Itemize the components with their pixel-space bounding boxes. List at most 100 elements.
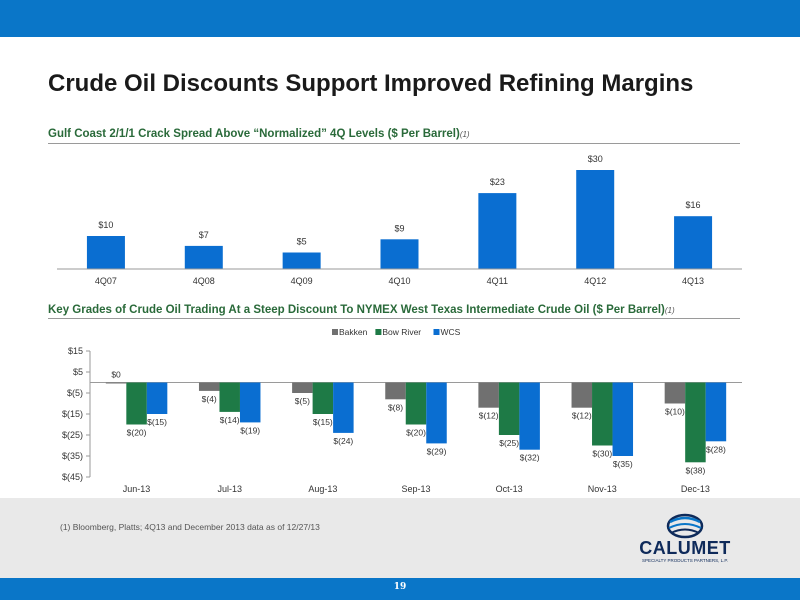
- logo-tagline: SPECIALTY PRODUCTS PARTNERS, L.P.: [641, 558, 729, 563]
- x-tick-Sep-13: Sep-13: [401, 484, 430, 494]
- x-tick-4Q09: 4Q09: [291, 276, 313, 286]
- x-tick-4Q11: 4Q11: [487, 276, 508, 286]
- x-tick-Dec-13: Dec-13: [681, 484, 710, 494]
- top-banner: [0, 0, 800, 37]
- data-label-bow-river-Nov-13: $(30): [592, 449, 612, 459]
- bar-wcs-Sep-13: [426, 382, 447, 444]
- bar-bow-river-Nov-13: [592, 382, 613, 446]
- x-tick-4Q13: 4Q13: [682, 276, 704, 286]
- data-label-4Q07: $10: [98, 220, 113, 230]
- bar-bakken-Nov-13: [571, 382, 593, 408]
- data-label-bow-river-Jun-13: $(20): [127, 428, 147, 438]
- page-title: Crude Oil Discounts Support Improved Ref…: [48, 70, 694, 97]
- x-tick-Oct-13: Oct-13: [496, 484, 523, 494]
- x-tick-Aug-13: Aug-13: [308, 484, 337, 494]
- bar-4Q13: [674, 216, 713, 269]
- y-tick-label: $(15): [62, 409, 83, 419]
- logo-name: CALUMET: [639, 538, 731, 558]
- data-label-wcs-Oct-13: $(32): [520, 453, 540, 463]
- y-tick-label: $(25): [62, 430, 83, 440]
- data-label-wcs-Dec-13: $(28): [706, 444, 726, 454]
- bar-bow-river-Sep-13: [405, 382, 427, 425]
- data-label-wcs-Jul-13: $(19): [240, 425, 260, 435]
- legend-swatch-bakken: [332, 329, 338, 335]
- data-label-wcs-Nov-13: $(35): [613, 459, 633, 469]
- data-label-wcs-Sep-13: $(29): [427, 446, 447, 456]
- data-label-bow-river-Aug-13: $(15): [313, 417, 333, 427]
- bar-bakken-Dec-13: [664, 382, 686, 404]
- bar-bow-river-Aug-13: [312, 382, 334, 414]
- legend-swatch-wcs: [433, 329, 440, 335]
- bar-wcs-Nov-13: [612, 382, 634, 456]
- bar-wcs-Oct-13: [519, 382, 540, 450]
- x-tick-4Q12: 4Q12: [584, 276, 606, 286]
- bar-4Q10: [380, 239, 419, 269]
- chart1-title: Gulf Coast 2/1/1 Crack Spread Above “Nor…: [48, 128, 460, 140]
- x-tick-Jul-13: Jul-13: [217, 484, 242, 494]
- chart1-title-rule: [48, 143, 740, 144]
- bar-bakken-Oct-13: [478, 382, 499, 408]
- x-tick-4Q10: 4Q10: [388, 276, 410, 286]
- data-label-4Q08: $7: [199, 230, 209, 240]
- data-label-bakken-Jun-13: $0: [111, 370, 121, 380]
- bar-bow-river-Jun-13: [126, 382, 147, 425]
- y-tick-label: $(5): [67, 388, 83, 398]
- data-label-bakken-Nov-13: $(12): [572, 411, 592, 421]
- data-label-bakken-Sep-13: $(8): [388, 402, 403, 412]
- x-tick-4Q07: 4Q07: [95, 276, 117, 286]
- bar-bakken-Jul-13: [198, 382, 220, 391]
- data-label-4Q13: $16: [686, 200, 701, 210]
- bar-bow-river-Oct-13: [498, 382, 520, 435]
- bar-wcs-Jul-13: [239, 382, 261, 423]
- crack-spread-chart: $10 4Q07 $7 4Q08 $5 4Q09 $9 4Q10 $23 4Q11 $30 4Q12 $…: [57, 154, 742, 286]
- x-tick-4Q08: 4Q08: [193, 276, 215, 286]
- chart2-title-footnote: (1): [664, 306, 675, 315]
- data-label-4Q12: $30: [588, 154, 603, 164]
- calumet-logo: CALUMET SPECIALTY PRODUCTS PARTNERS, L.P…: [630, 510, 740, 570]
- legend-swatch-bow-river: [375, 329, 382, 335]
- bar-bow-river-Dec-13: [685, 382, 706, 463]
- y-tick-label: $15: [68, 346, 83, 356]
- data-label-wcs-Aug-13: $(24): [333, 436, 353, 446]
- data-label-bakken-Aug-13: $(5): [295, 396, 310, 406]
- legend-label-bow-river: Bow River: [382, 327, 421, 337]
- chart2-title-rule: [48, 318, 740, 319]
- bar-wcs-Jun-13: [146, 382, 168, 414]
- y-tick-label: $(45): [62, 472, 83, 482]
- data-label-wcs-Jun-13: $(15): [147, 417, 167, 427]
- bottom-banner: 19: [0, 578, 800, 600]
- data-label-4Q10: $9: [394, 223, 404, 233]
- chart2-title-block: Key Grades of Crude Oil Trading At a Ste…: [48, 304, 675, 316]
- footer-area: [0, 498, 800, 578]
- data-label-bakken-Dec-13: $(10): [665, 407, 685, 417]
- bar-bakken-Aug-13: [292, 382, 313, 393]
- data-label-4Q09: $5: [297, 237, 307, 247]
- y-tick-label: $5: [73, 367, 83, 377]
- bar-wcs-Aug-13: [333, 382, 354, 433]
- y-tick-label: $(35): [62, 451, 83, 461]
- legend-label-bakken: Bakken: [339, 327, 368, 337]
- page-number: 19: [393, 582, 407, 592]
- bar-wcs-Dec-13: [705, 382, 727, 442]
- data-label-bow-river-Sep-13: $(20): [406, 428, 426, 438]
- chart1-title-footnote: (1): [459, 130, 470, 139]
- bar-bakken-Sep-13: [385, 382, 406, 400]
- bar-4Q07: [86, 236, 125, 269]
- bar-4Q08: [184, 245, 223, 269]
- x-tick-Jun-13: Jun-13: [123, 484, 151, 494]
- bar-4Q09: [282, 252, 321, 269]
- crude-discount-chart: $15 $5 $(5) $(15) $(25) $(35) $(45) Bakken Bow R…: [62, 327, 742, 494]
- legend-label-wcs: WCS: [441, 327, 461, 337]
- chart2-title: Key Grades of Crude Oil Trading At a Ste…: [48, 304, 665, 316]
- chart1-title-block: Gulf Coast 2/1/1 Crack Spread Above “Nor…: [48, 128, 470, 140]
- bar-bakken-Jun-13: [105, 382, 127, 384]
- data-label-bakken-Oct-13: $(12): [479, 411, 499, 421]
- data-label-bow-river-Dec-13: $(38): [686, 465, 706, 475]
- bar-4Q11: [478, 193, 517, 269]
- data-label-bow-river-Jul-13: $(14): [220, 415, 240, 425]
- bar-bow-river-Jul-13: [219, 382, 240, 412]
- data-label-4Q11: $23: [490, 177, 505, 187]
- source-footnote: (1) Bloomberg, Platts; 4Q13 and December…: [60, 522, 320, 532]
- x-tick-Nov-13: Nov-13: [588, 484, 617, 494]
- bar-4Q12: [576, 170, 615, 269]
